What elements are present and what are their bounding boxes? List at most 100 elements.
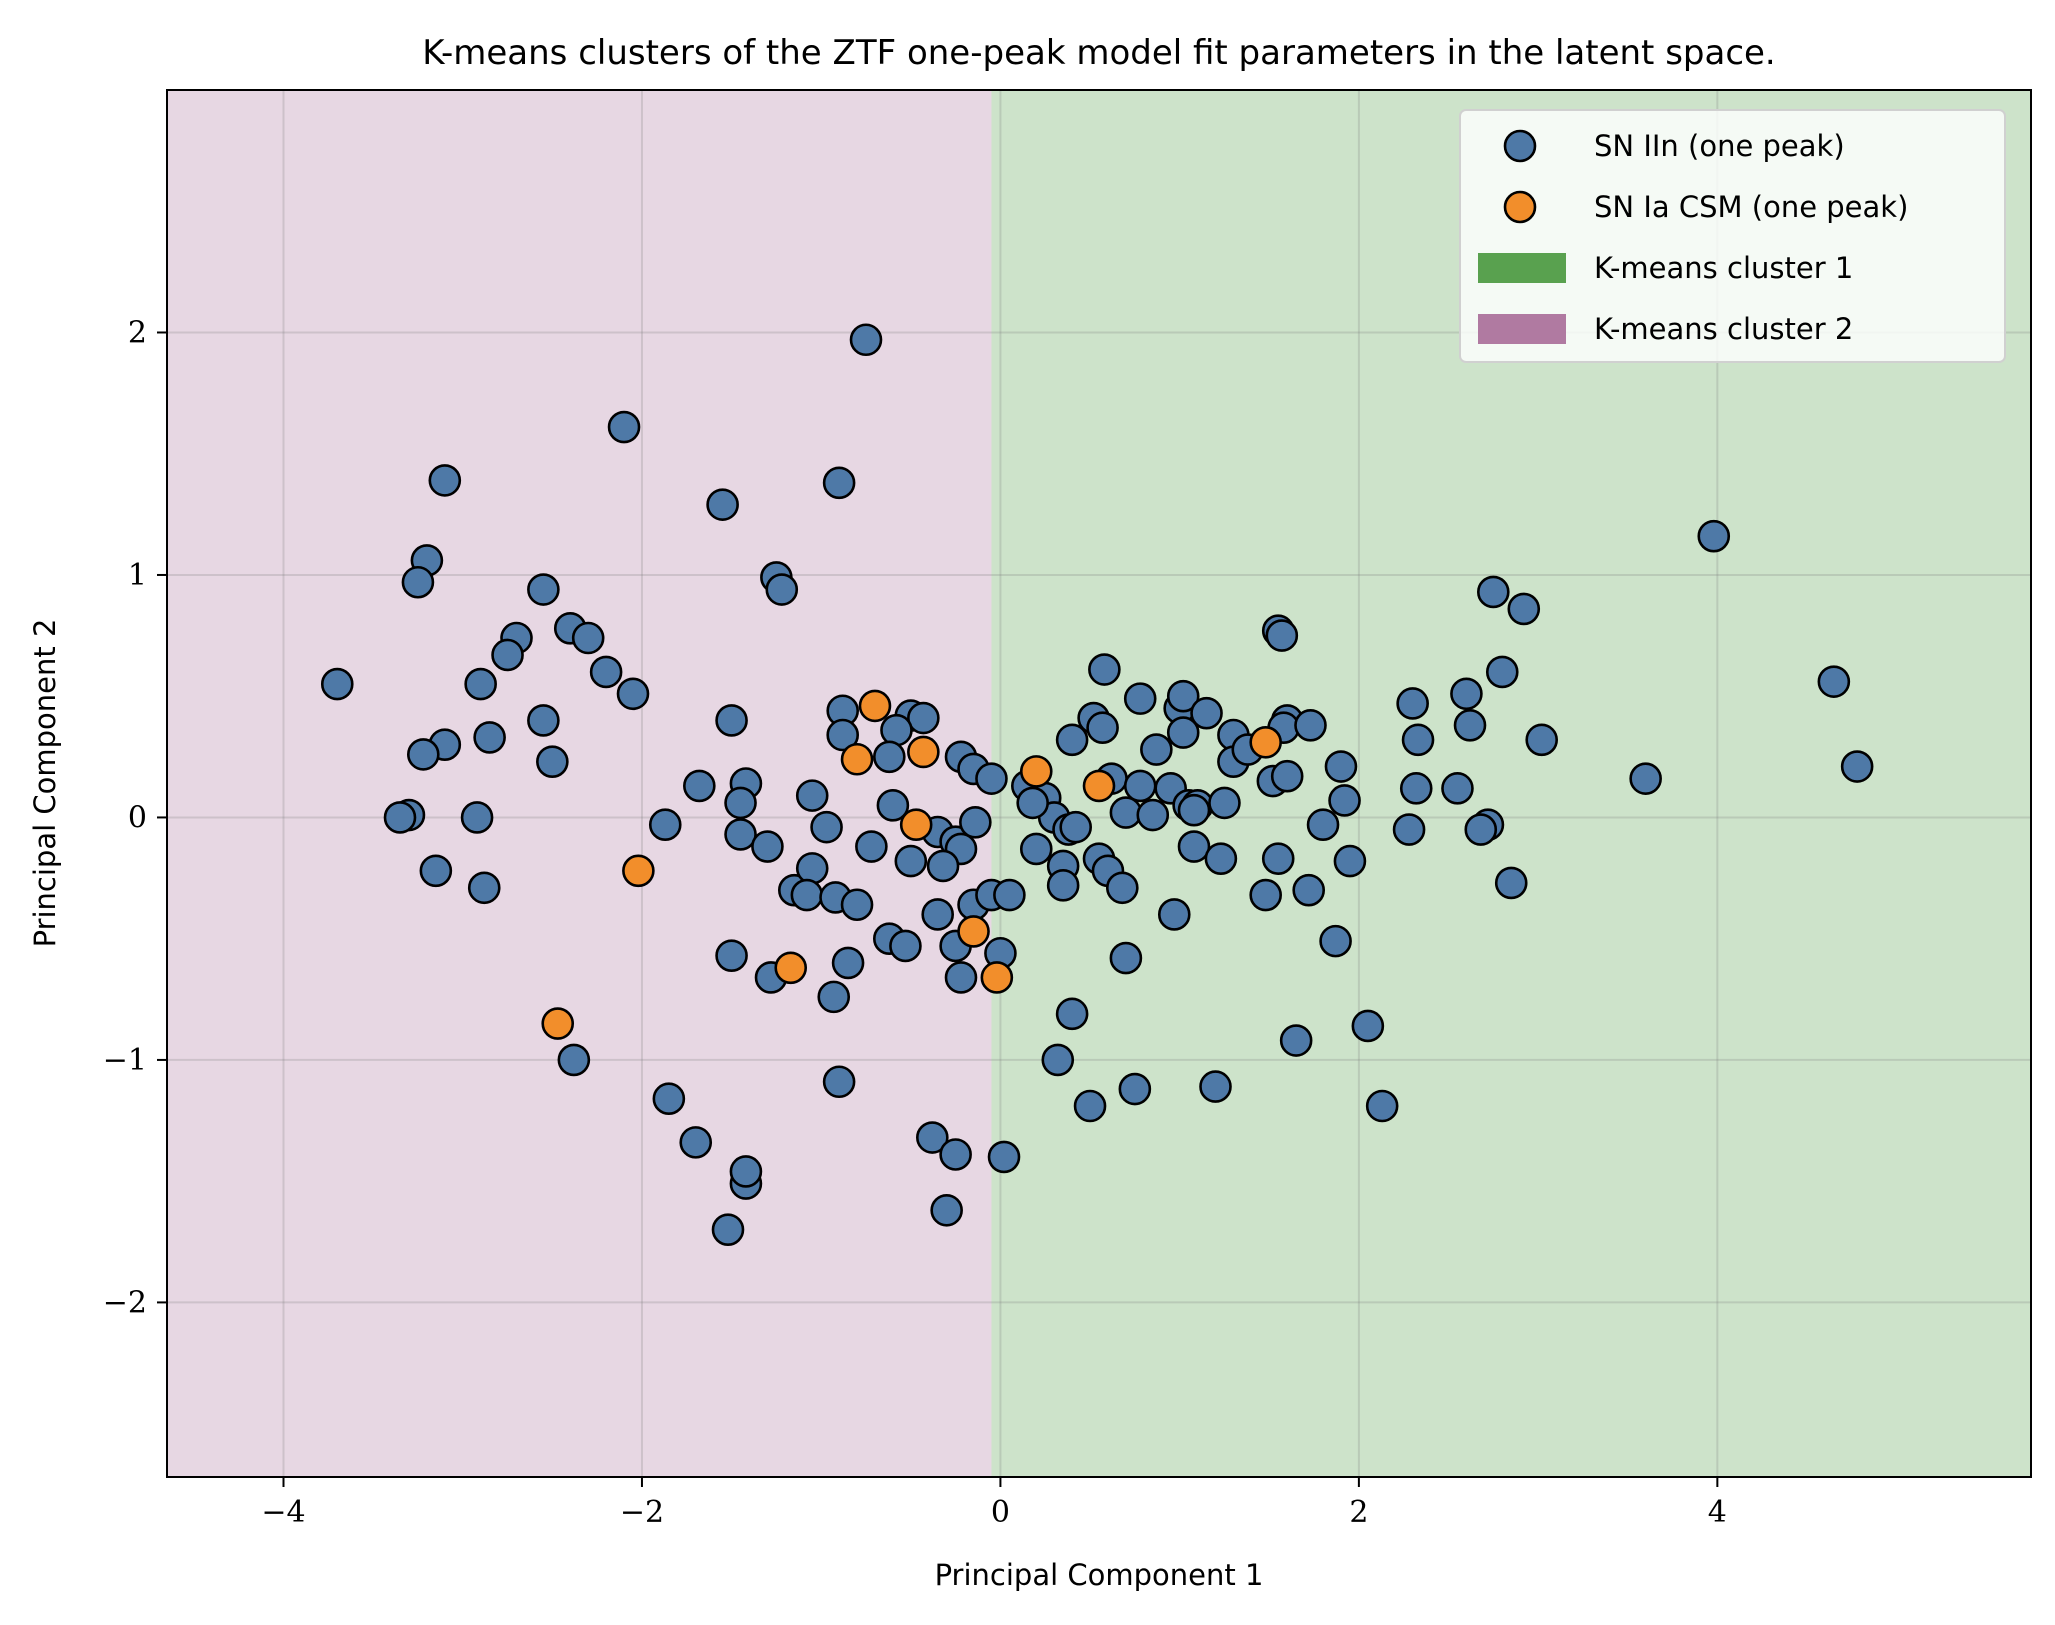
point-s0-46 bbox=[894, 844, 928, 878]
x-tick-label-1: −2 bbox=[620, 1495, 664, 1530]
point-s0-4 bbox=[822, 466, 856, 500]
plot-frame bbox=[166, 89, 2032, 1478]
y-axis-label: Principal Component 2 bbox=[28, 619, 62, 948]
legend-patch-2 bbox=[1478, 253, 1566, 283]
legend-marker-0 bbox=[1503, 129, 1537, 163]
point-s1-10 bbox=[980, 961, 1014, 994]
point-s0-81 bbox=[711, 1213, 745, 1246]
point-s0-56 bbox=[790, 878, 824, 912]
x-tick-label-0: −4 bbox=[261, 1495, 305, 1530]
y-tick-label-2: 0 bbox=[128, 800, 147, 835]
point-s0-85 bbox=[1086, 711, 1119, 745]
point-s0-156 bbox=[1351, 1009, 1385, 1043]
point-s0-138 bbox=[1328, 784, 1361, 817]
point-s0-44 bbox=[810, 810, 843, 844]
point-s0-23 bbox=[536, 745, 569, 778]
point-s0-89 bbox=[1166, 679, 1200, 713]
point-s0-83 bbox=[1088, 653, 1121, 686]
point-s0-13 bbox=[491, 638, 524, 672]
point-s0-159 bbox=[1697, 519, 1731, 553]
point-s0-25 bbox=[826, 718, 860, 752]
point-s0-77 bbox=[729, 1155, 763, 1188]
point-s0-32 bbox=[724, 786, 757, 820]
point-s0-75 bbox=[679, 1126, 713, 1159]
point-s0-113 bbox=[1016, 786, 1049, 820]
point-s0-67 bbox=[831, 946, 865, 980]
point-s0-53 bbox=[467, 871, 501, 905]
point-s0-121 bbox=[1136, 798, 1170, 832]
point-s0-22 bbox=[406, 738, 440, 771]
point-s0-73 bbox=[822, 1065, 856, 1099]
point-s0-27 bbox=[907, 701, 940, 735]
point-s0-18 bbox=[715, 704, 748, 737]
point-s0-37 bbox=[975, 762, 1008, 795]
point-s0-124 bbox=[1261, 842, 1295, 875]
point-s0-106 bbox=[1177, 793, 1211, 827]
point-s1-8 bbox=[774, 951, 808, 985]
y-tick-label-3: 1 bbox=[128, 558, 147, 593]
point-s0-140 bbox=[1333, 844, 1367, 878]
point-s0-62 bbox=[993, 878, 1026, 912]
point-s0-155 bbox=[1494, 866, 1528, 900]
point-s0-151 bbox=[1507, 592, 1541, 626]
point-s0-82 bbox=[987, 1140, 1021, 1174]
point-s0-149 bbox=[1485, 655, 1519, 689]
y-tick-label-1: −1 bbox=[103, 1043, 147, 1078]
point-s0-120 bbox=[1109, 796, 1143, 829]
point-s0-40 bbox=[460, 801, 494, 834]
point-s0-29 bbox=[872, 740, 906, 774]
point-s0-91 bbox=[1190, 696, 1223, 730]
point-s0-137 bbox=[1324, 750, 1358, 783]
point-s0-9 bbox=[527, 573, 560, 606]
point-s0-115 bbox=[1059, 810, 1092, 844]
point-s0-133 bbox=[1118, 1072, 1152, 1106]
point-s0-135 bbox=[1199, 1070, 1232, 1103]
x-tick-label-4: 4 bbox=[1708, 1495, 1727, 1530]
point-s1-2 bbox=[840, 742, 874, 776]
point-s0-6 bbox=[401, 565, 435, 599]
point-s1-7 bbox=[622, 854, 655, 888]
point-s0-157 bbox=[1365, 1089, 1399, 1123]
point-s0-11 bbox=[571, 621, 605, 655]
point-s0-58 bbox=[840, 888, 874, 922]
point-s0-55 bbox=[795, 852, 829, 885]
point-s0-139 bbox=[1306, 808, 1340, 842]
point-s0-1 bbox=[607, 410, 641, 444]
point-s0-146 bbox=[1441, 772, 1474, 805]
point-s0-90 bbox=[1166, 716, 1200, 749]
point-s0-160 bbox=[1817, 665, 1851, 698]
point-s0-79 bbox=[939, 1138, 972, 1171]
point-s0-87 bbox=[1123, 682, 1157, 715]
point-s0-128 bbox=[1249, 878, 1282, 912]
point-s0-150 bbox=[1477, 575, 1510, 609]
point-s0-143 bbox=[1401, 723, 1435, 757]
point-s1-9 bbox=[957, 915, 990, 948]
point-s0-141 bbox=[1319, 924, 1352, 958]
point-s0-101 bbox=[1123, 769, 1157, 803]
point-s0-20 bbox=[473, 721, 506, 754]
point-s0-19 bbox=[527, 704, 560, 737]
legend-label-2: K-means cluster 1 bbox=[1594, 251, 1853, 285]
point-s1-11 bbox=[541, 1007, 575, 1040]
point-s0-50 bbox=[926, 849, 960, 883]
y-tick-label-0: −2 bbox=[103, 1285, 147, 1320]
point-s0-71 bbox=[944, 961, 978, 994]
x-tick-label-3: 2 bbox=[1349, 1495, 1368, 1530]
point-s0-132 bbox=[1041, 1043, 1075, 1077]
point-s0-41 bbox=[648, 808, 682, 842]
point-s0-152 bbox=[1525, 723, 1558, 757]
point-s0-0 bbox=[849, 323, 883, 357]
point-s0-154 bbox=[1464, 813, 1498, 846]
point-s0-134 bbox=[1073, 1089, 1107, 1123]
point-s0-16 bbox=[589, 655, 623, 689]
point-s0-39 bbox=[383, 801, 417, 834]
legend-box bbox=[1459, 109, 2006, 363]
point-s0-123 bbox=[1204, 842, 1238, 875]
point-s0-42 bbox=[724, 818, 757, 851]
point-s0-125 bbox=[1106, 871, 1139, 905]
legend-patch-3 bbox=[1478, 314, 1566, 344]
point-s0-127 bbox=[1157, 898, 1191, 931]
legend-marker-1 bbox=[1503, 190, 1537, 224]
point-s0-59 bbox=[921, 898, 954, 931]
legend: SN IIn (one peak) SN Ia CSM (one peak) K-m… bbox=[1459, 109, 2006, 363]
